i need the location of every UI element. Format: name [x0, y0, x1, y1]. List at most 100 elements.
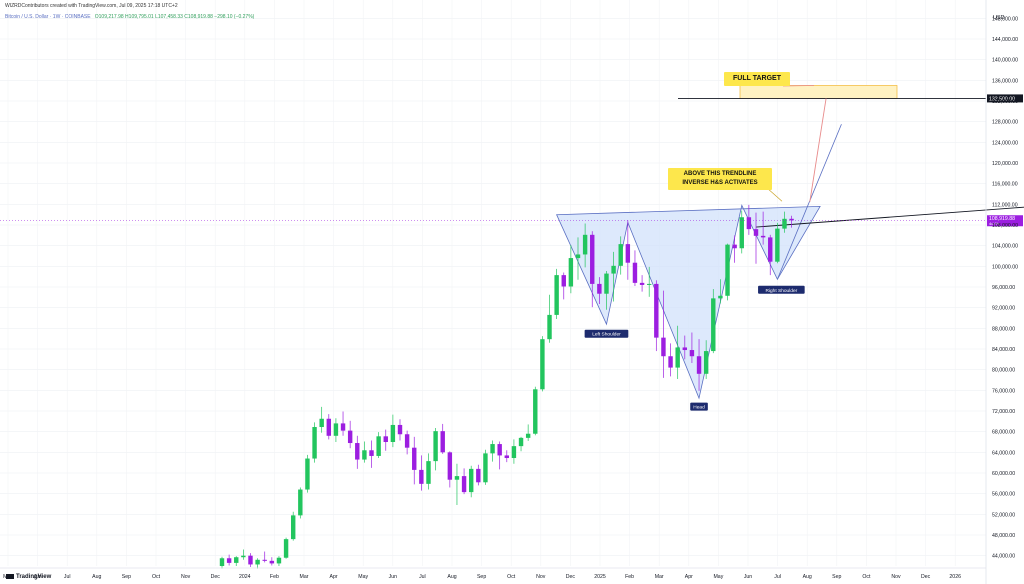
candle-body — [611, 265, 616, 274]
candle-body — [426, 461, 431, 484]
candle-body — [319, 418, 324, 428]
candle-body — [347, 430, 353, 444]
time-tick-label: May — [358, 574, 368, 580]
candle-body — [511, 446, 517, 459]
time-tick-label: Apr — [685, 574, 693, 580]
candle-body — [404, 434, 410, 448]
candle-body — [397, 424, 403, 435]
price-tick-label: 128,000.00 — [992, 120, 1018, 126]
price-tick-label: 64,000.00 — [992, 450, 1015, 456]
price-tick-label: 144,000.00 — [992, 37, 1018, 43]
candle-body — [269, 560, 275, 564]
candle-body — [540, 339, 545, 390]
candle-body — [661, 337, 666, 357]
time-tick-label: Dec — [566, 574, 576, 580]
price-tick-label: 140,000.00 — [992, 58, 1018, 64]
candle-body — [262, 559, 267, 561]
neckline-trendline — [755, 206, 1024, 228]
candle-body — [468, 468, 474, 493]
candle-body — [739, 217, 744, 249]
time-tick-label: Aug — [447, 574, 456, 580]
price-tick-label: 80,000.00 — [992, 368, 1015, 374]
symbol-info: Bitcoin / U.S. Dollar · 1W · COINBASE O1… — [5, 14, 254, 20]
price-tick-label: 44,000.00 — [992, 554, 1015, 560]
price-tick-label: 108,000.00 — [992, 223, 1018, 229]
time-tick-label: Jul — [419, 574, 426, 580]
candle-body — [618, 244, 623, 266]
candle-body — [355, 443, 360, 460]
candle-body — [746, 217, 752, 230]
trendline-callout-pointer — [766, 187, 783, 202]
current-price-badge — [987, 215, 1023, 227]
candle-body — [283, 539, 289, 558]
right-shoulder-label: Right Shoulder — [765, 288, 797, 294]
time-tick-label: Jul — [64, 574, 71, 580]
full-target-callout: FULL TARGET — [724, 72, 790, 86]
candle-body — [454, 476, 460, 480]
time-tick-label: Jul — [774, 574, 781, 580]
candle-body — [362, 450, 367, 460]
candle-body — [675, 347, 680, 368]
candle-body — [646, 283, 652, 285]
tradingview-logo[interactable]: TradingView — [6, 573, 51, 580]
price-tick-label: 96,000.00 — [992, 285, 1015, 291]
current-price-label: 108,919.88 — [989, 216, 1015, 222]
candle-body — [483, 453, 488, 483]
time-tick-label: Feb — [625, 574, 634, 580]
candle-body — [654, 283, 659, 338]
candle-body — [312, 427, 317, 459]
price-tick-label: 104,000.00 — [992, 244, 1018, 250]
candle-body — [668, 356, 673, 368]
candle-body — [725, 244, 730, 296]
time-tick-label: Feb — [270, 574, 279, 580]
candle-body — [682, 347, 688, 351]
chart-credit: WIZRDContributors created with TradingVi… — [5, 3, 178, 9]
candle-body — [753, 229, 759, 236]
time-axis: May Jun Jul Aug Sep Oct Nov Dec 2024 Feb Mar Apr May… — [0, 567, 986, 580]
trendline-callout-line-1: ABOVE THIS TRENDLINE — [683, 171, 757, 177]
price-tick-label: 88,000.00 — [992, 326, 1015, 332]
candle-body — [340, 423, 346, 431]
time-tick-label: May — [713, 574, 723, 580]
candle-body — [533, 389, 538, 434]
target-price-badge — [987, 94, 1023, 103]
price-tick-label: 72,000.00 — [992, 409, 1015, 415]
price-tick-label: 84,000.00 — [992, 347, 1015, 353]
time-tick-label: Nov — [181, 574, 191, 580]
candle-body — [305, 458, 310, 490]
candle-body — [255, 559, 260, 565]
candle-body — [383, 436, 388, 442]
trendline-callout-line-2: INVERSE H&S ACTIVATES — [682, 180, 758, 186]
target-zone — [739, 85, 898, 99]
price-tick-label: 76,000.00 — [992, 388, 1015, 394]
candle-body — [440, 431, 445, 453]
symbol-line: Bitcoin / U.S. Dollar · 1W · COINBASE — [5, 14, 91, 20]
candle-body — [696, 356, 702, 374]
price-tick-label: 112,000.00 — [992, 202, 1018, 208]
candle-body — [789, 218, 794, 221]
time-tick-label: 2025 — [594, 574, 606, 580]
candle-body — [632, 262, 638, 283]
candle-body — [490, 444, 495, 454]
candle-body — [575, 254, 581, 259]
time-tick-label: 2024 — [239, 574, 251, 580]
candle-body — [782, 218, 787, 229]
candle-body — [333, 423, 339, 436]
time-tick-label: Mar — [655, 574, 664, 580]
candle-body — [597, 283, 602, 294]
time-tick-label: Aug — [803, 574, 812, 580]
time-tick-label: Oct — [862, 574, 871, 580]
time-tick-label: Jun — [744, 574, 752, 580]
candle-body — [639, 282, 645, 285]
candle-body — [554, 275, 559, 315]
candle-body — [504, 455, 510, 459]
candle-body — [248, 555, 253, 565]
time-tick-label: Nov — [891, 574, 901, 580]
ohlc-readout: O109,217.98 H109,795.01 L107,458.33 C108… — [94, 14, 255, 20]
candle-body — [447, 452, 453, 480]
price-tick-label: 120,000.00 — [992, 161, 1018, 167]
candle-body — [290, 515, 296, 540]
time-tick-label: Sep — [477, 574, 486, 580]
